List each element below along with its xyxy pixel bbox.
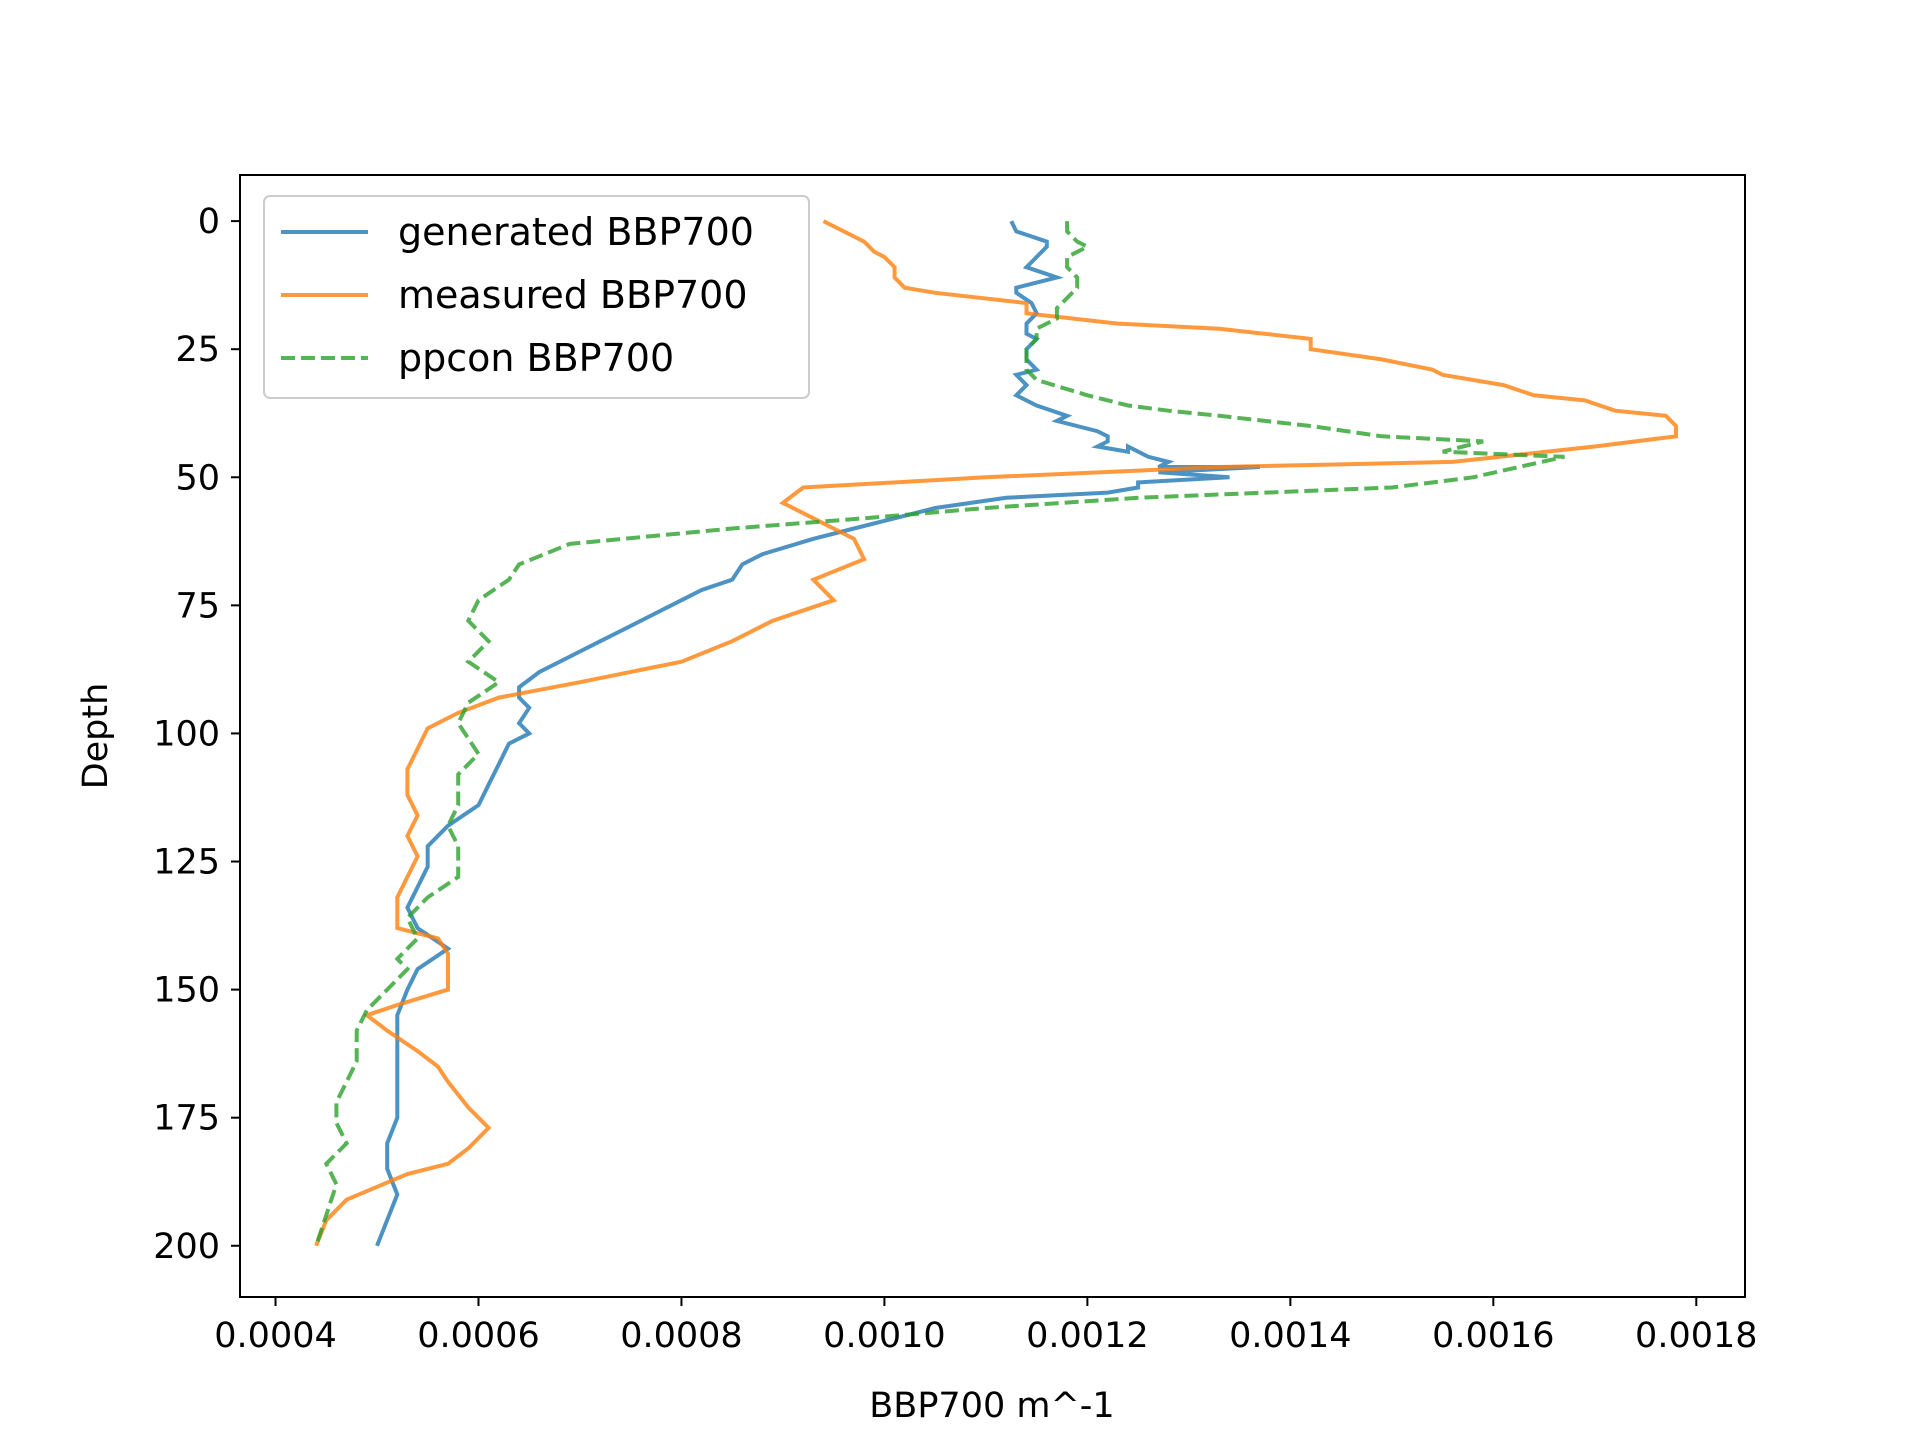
legend: generated BBP700 measured BBP700 ppcon BBP… bbox=[263, 195, 810, 399]
x-tick-label: 0.0006 bbox=[417, 1316, 539, 1356]
legend-label: measured BBP700 bbox=[398, 273, 748, 317]
x-tick-label: 0.0018 bbox=[1635, 1316, 1757, 1356]
y-tick-label: 50 bbox=[175, 458, 220, 498]
plot-frame bbox=[239, 174, 1746, 1298]
series-layer bbox=[314, 219, 1678, 1247]
legend-box bbox=[263, 195, 810, 399]
x-tick-label: 0.0016 bbox=[1432, 1316, 1554, 1356]
y-tick-label: 200 bbox=[153, 1227, 220, 1267]
y-tick-label: 125 bbox=[153, 843, 220, 883]
x-tick-label: 0.0012 bbox=[1026, 1316, 1148, 1356]
legend-label: ppcon BBP700 bbox=[398, 336, 674, 380]
y-axis: 0 25 50 75 100 125 150 175 200 bbox=[153, 202, 240, 1267]
y-tick-label: 175 bbox=[153, 1099, 220, 1139]
series-line-ppcon bbox=[314, 221, 1565, 1247]
x-tick-label: 0.0014 bbox=[1229, 1316, 1351, 1356]
x-tick-label: 0.0010 bbox=[823, 1316, 945, 1356]
series-line-measured bbox=[314, 219, 1678, 1247]
x-tick-label: 0.0004 bbox=[214, 1316, 336, 1356]
y-tick-label: 150 bbox=[153, 971, 220, 1011]
y-tick-label: 100 bbox=[153, 714, 220, 754]
x-axis-label: BBP700 m^-1 bbox=[869, 1386, 1114, 1426]
x-tick-label: 0.0008 bbox=[620, 1316, 742, 1356]
legend-label: generated BBP700 bbox=[398, 210, 754, 254]
y-tick-label: 75 bbox=[175, 586, 220, 626]
y-tick-label: 25 bbox=[175, 330, 220, 370]
y-tick-label: 0 bbox=[198, 202, 220, 242]
x-axis: 0.0004 0.0006 0.0008 0.0010 0.0012 0.0014 0.00… bbox=[214, 1297, 1758, 1356]
y-axis-label: Depth bbox=[76, 683, 116, 790]
